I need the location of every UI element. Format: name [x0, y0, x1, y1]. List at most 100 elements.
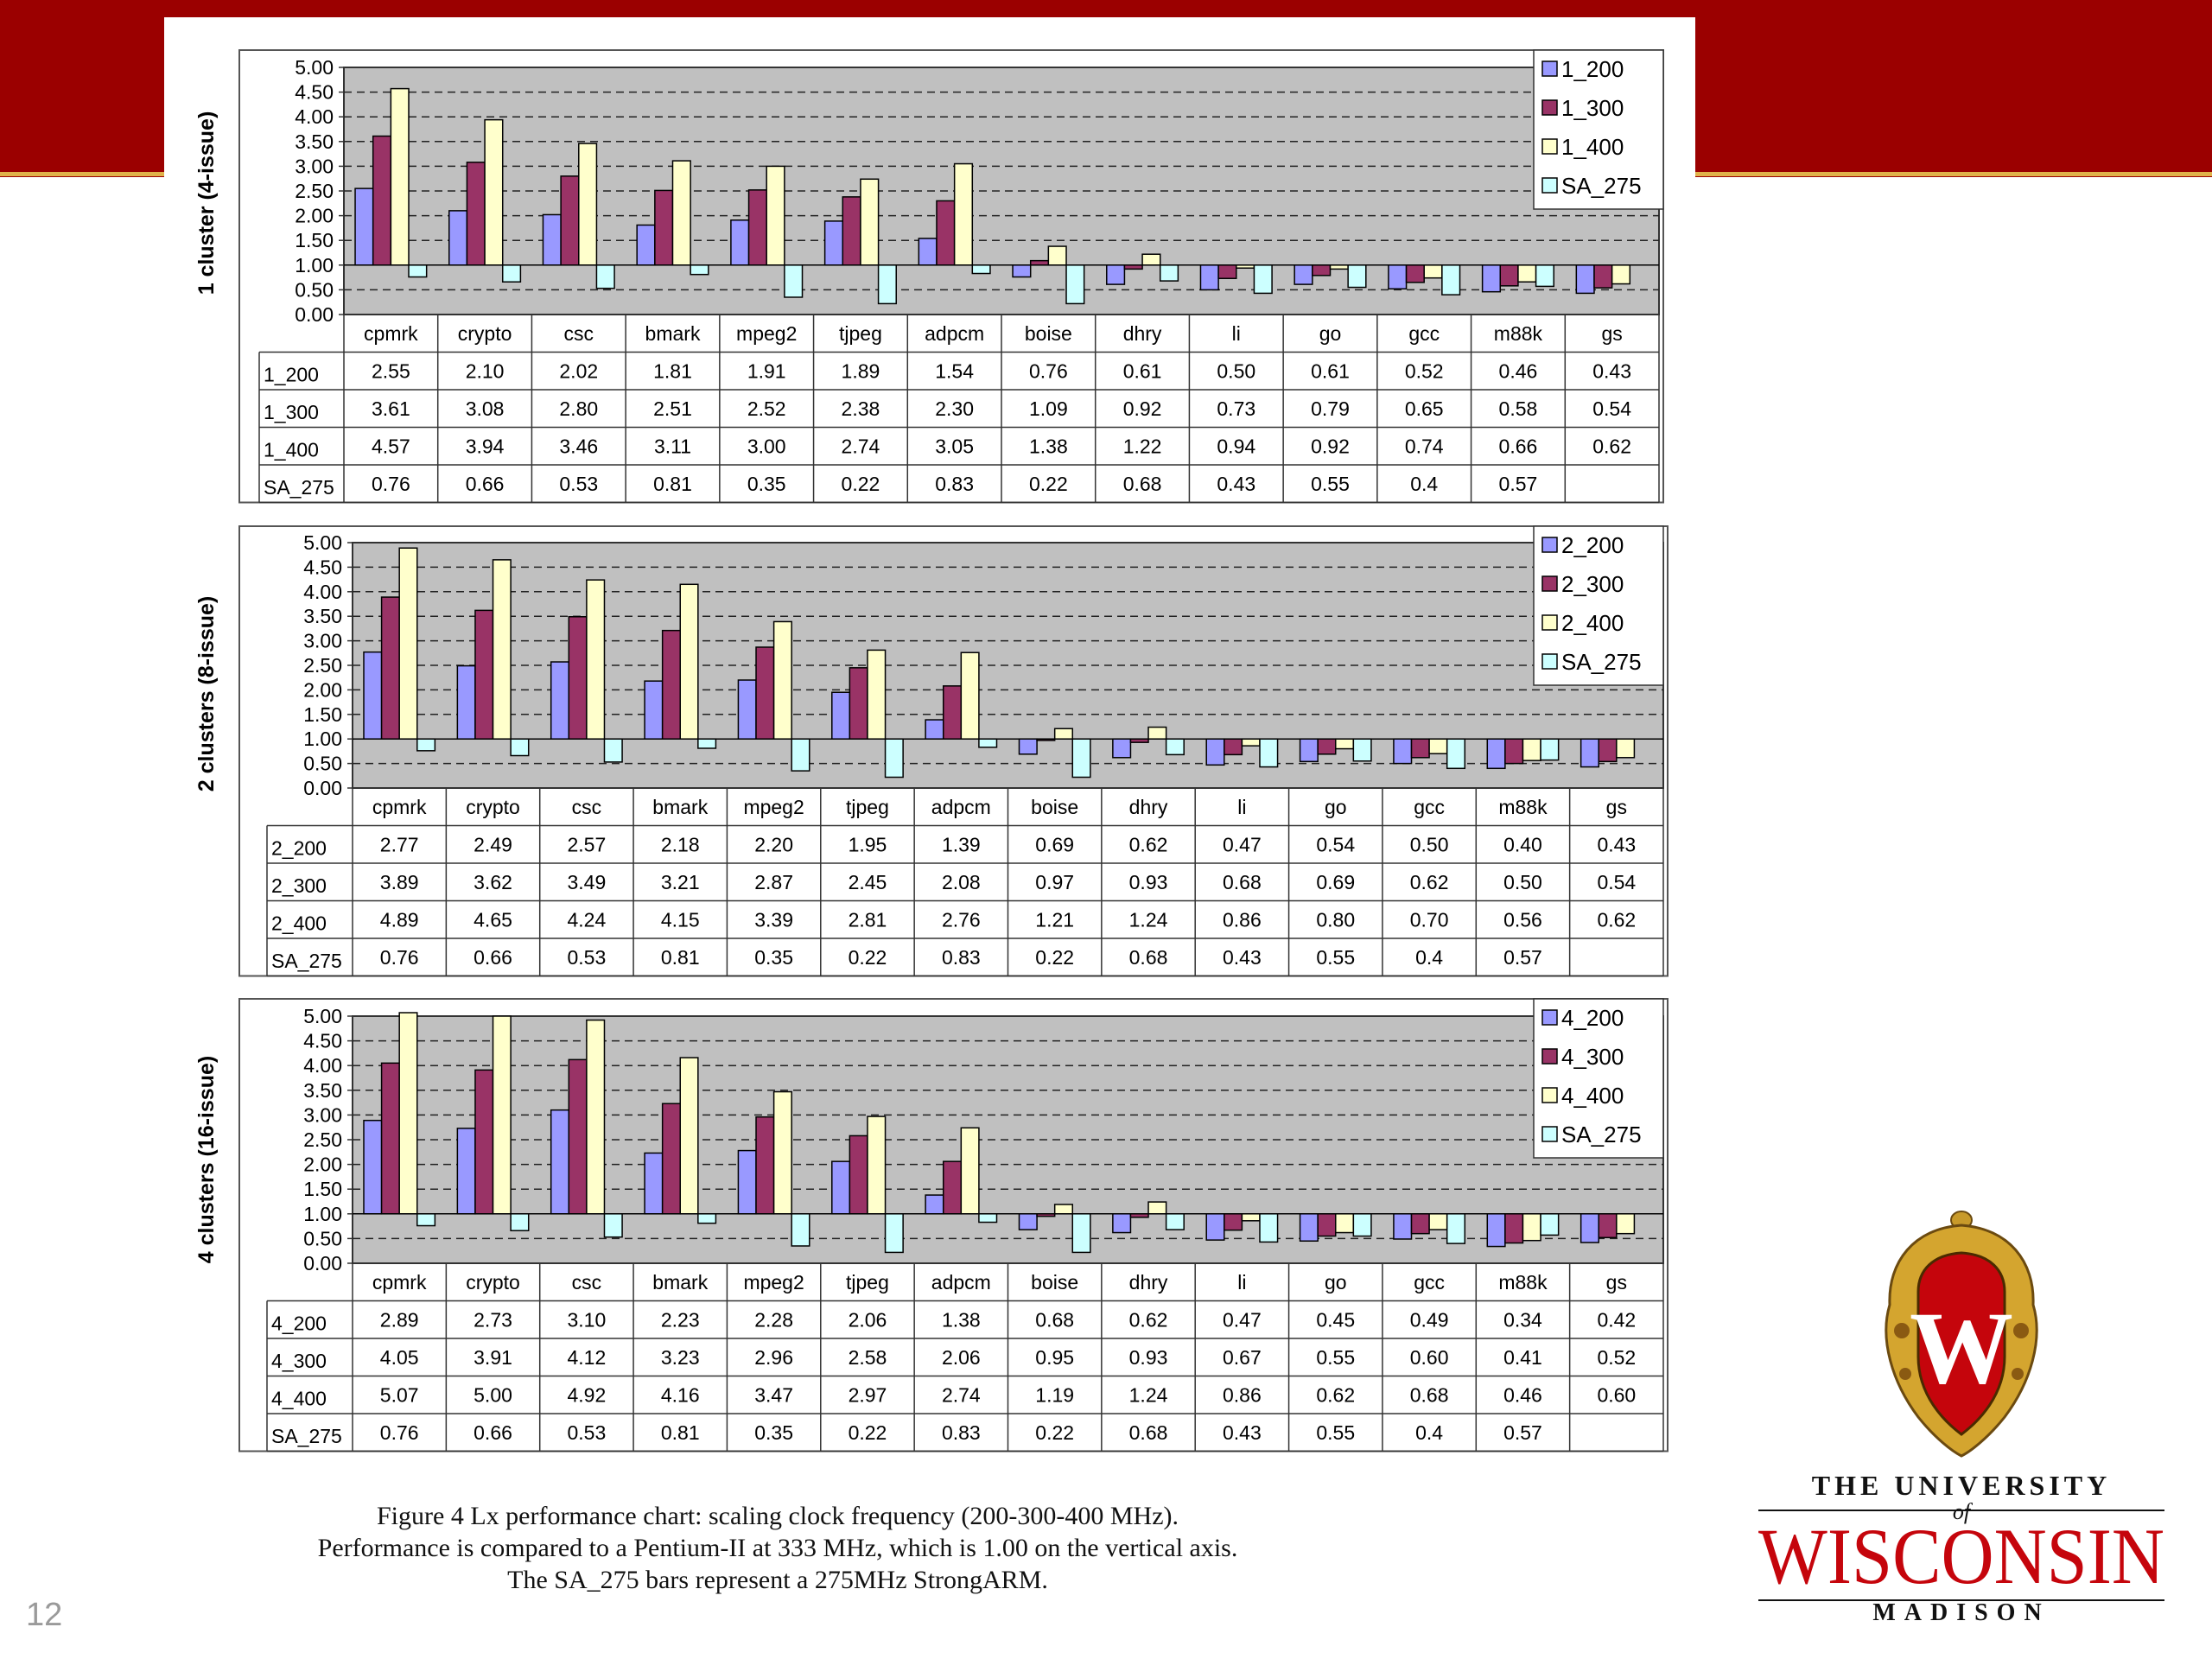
data-label: 0.53 [568, 1421, 607, 1444]
bar-2_300-gs [1598, 738, 1618, 763]
bar-2_400-dhry [1147, 726, 1167, 740]
bar-4_400-bmark [679, 1057, 699, 1215]
category-label: dhry [1129, 796, 1168, 818]
bar-1_400-tjpeg [860, 178, 880, 266]
data-label: 0.57 [1503, 1421, 1542, 1444]
bar-2_200-gcc [1393, 738, 1413, 765]
data-label: 0.22 [1035, 1421, 1074, 1444]
category-label: tjpeg [839, 322, 882, 345]
y-tick-label: 1.50 [295, 229, 334, 251]
data-label: 1.19 [1035, 1383, 1074, 1406]
category-label: gcc [1414, 1271, 1445, 1294]
category-label: boise [1025, 322, 1072, 345]
bar-2_200-crypto [456, 664, 476, 740]
data-label: 0.50 [1503, 871, 1542, 893]
data-label: 1.09 [1029, 397, 1068, 420]
y-tick-label: 3.50 [303, 1079, 342, 1102]
data-label: 0.45 [1316, 1308, 1355, 1331]
data-label: 3.94 [466, 435, 505, 457]
y-tick-label: 4.50 [303, 1030, 342, 1052]
legend-entry: 2_200 [1561, 532, 1624, 558]
category-label: dhry [1123, 322, 1162, 345]
legend-entry: 2_400 [1561, 610, 1624, 636]
data-label: 0.43 [1223, 1421, 1262, 1444]
y-tick-label: 5.00 [295, 56, 334, 79]
data-label: 0.55 [1316, 1346, 1355, 1369]
bar-2_400-li [1241, 738, 1261, 747]
bar-4_300-m88k [1504, 1213, 1524, 1244]
y-tick-label: 3.50 [295, 130, 334, 153]
bar-1_200-boise [1012, 264, 1032, 278]
y-tick-label: 4.00 [303, 581, 342, 603]
bar-2_400-crypto [492, 559, 512, 740]
y-tick-label: 0.50 [303, 1227, 342, 1249]
bar-2_400-tjpeg [867, 649, 887, 740]
data-label: 2.30 [935, 397, 974, 420]
bar-4_200-gcc [1393, 1213, 1413, 1240]
y-tick-label: 0.50 [295, 278, 334, 301]
bar-2_400-m88k [1522, 738, 1541, 761]
bar-SA_275-gcc [1441, 264, 1461, 296]
y-tick-label: 0.00 [303, 1252, 342, 1274]
category-label: m88k [1498, 1271, 1548, 1294]
category-label: tjpeg [846, 1271, 889, 1294]
y-tick-label: 2.00 [295, 205, 334, 227]
data-label: 1.39 [942, 833, 981, 855]
category-label: bmark [645, 322, 701, 345]
bar-1_300-boise [1029, 259, 1050, 266]
bar-1_400-gs [1611, 264, 1631, 285]
data-label: 0.40 [1503, 833, 1542, 855]
y-tick-label: 0.00 [295, 303, 334, 326]
bar-SA_275-mpeg2 [791, 738, 810, 772]
bar-4_400-mpeg2 [772, 1090, 792, 1215]
bar-4_200-adpcm [925, 1194, 944, 1215]
y-tick-label: 1.00 [303, 1203, 342, 1225]
data-label: 0.50 [1217, 359, 1255, 382]
y-tick-label: 1.00 [295, 254, 334, 276]
data-label: 5.07 [380, 1383, 419, 1406]
figure-caption-line-1: Figure 4 Lx performance chart: scaling c… [377, 1502, 1179, 1530]
bar-4_400-m88k [1522, 1213, 1541, 1242]
bar-SA_275-mpeg2 [784, 264, 804, 298]
data-label: 3.91 [474, 1346, 512, 1369]
bar-4_400-go [1335, 1213, 1355, 1234]
data-label: 0.35 [747, 473, 786, 495]
data-label: 4.57 [372, 435, 410, 457]
bar-4_400-csc [586, 1019, 606, 1215]
legend-swatch [1541, 1048, 1558, 1065]
data-label: 1.95 [849, 833, 887, 855]
data-label: 1.54 [935, 359, 974, 382]
legend-swatch [1541, 99, 1558, 116]
data-label: 0.70 [1410, 908, 1449, 931]
data-label: 0.83 [935, 473, 974, 495]
category-label: go [1325, 796, 1347, 818]
bar-4_400-boise [1053, 1204, 1074, 1215]
data-label: 0.83 [942, 946, 981, 969]
data-label: 0.35 [754, 1421, 793, 1444]
bar-1_400-mpeg2 [766, 165, 785, 266]
data-label: 0.55 [1311, 473, 1350, 495]
legend-entry: SA_275 [1561, 173, 1642, 199]
data-label: 0.76 [380, 1421, 419, 1444]
bar-1_400-cpmrk [390, 87, 410, 266]
bar-2_400-bmark [679, 583, 699, 740]
bar-SA_275-gcc [1446, 738, 1466, 770]
data-label: 0.81 [661, 946, 700, 969]
data-label: 2.45 [849, 871, 887, 893]
data-label: 3.47 [754, 1383, 793, 1406]
data-label: 0.81 [661, 1421, 700, 1444]
category-label: mpeg2 [736, 322, 797, 345]
bar-1_400-dhry [1141, 253, 1161, 266]
category-label: li [1232, 322, 1241, 345]
data-label: 0.76 [380, 946, 419, 969]
bar-1_400-gcc [1423, 264, 1443, 279]
data-label: 0.76 [372, 473, 410, 495]
data-label: 2.06 [942, 1346, 981, 1369]
data-label: 0.62 [1592, 435, 1631, 457]
figure-caption-line-3: The SA_275 bars represent a 275MHz Stron… [507, 1566, 1048, 1594]
data-label: 0.42 [1597, 1308, 1636, 1331]
bar-4_200-cpmrk [363, 1119, 383, 1215]
data-label: 0.62 [1129, 833, 1168, 855]
data-label: 0.76 [1029, 359, 1068, 382]
bar-4_200-m88k [1486, 1213, 1506, 1248]
